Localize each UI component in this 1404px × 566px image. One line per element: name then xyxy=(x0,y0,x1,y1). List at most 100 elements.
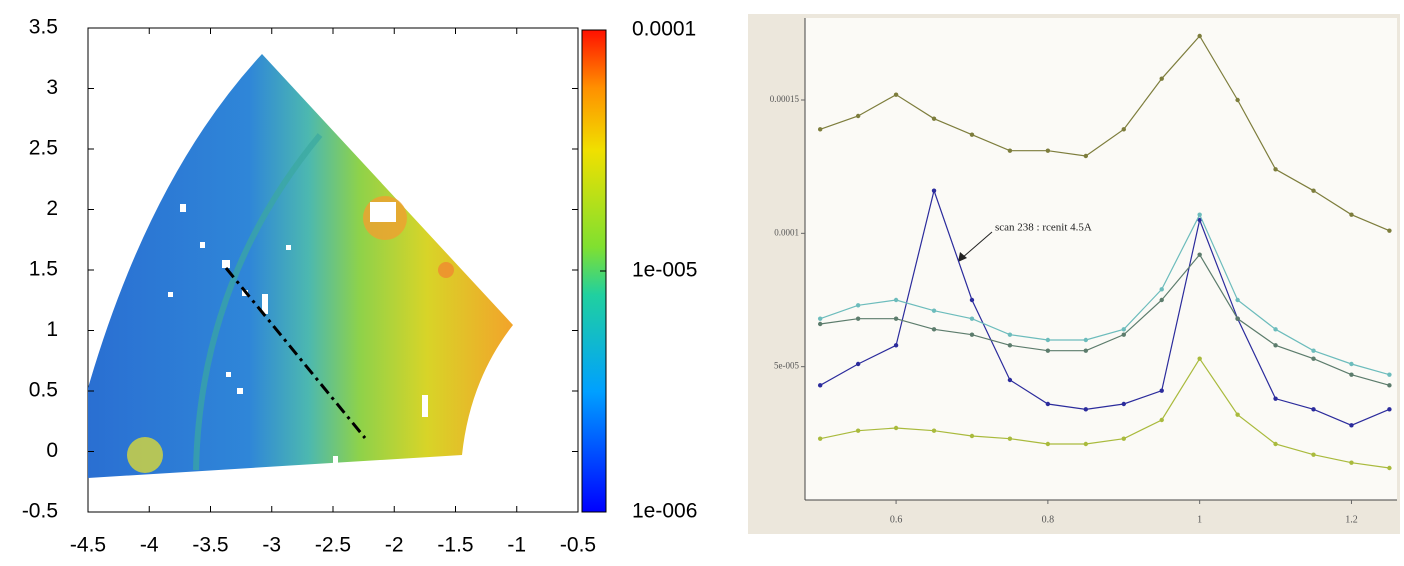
y-tick-label: 0.0001 xyxy=(774,227,799,237)
series-point xyxy=(1235,316,1240,321)
series-point xyxy=(1007,377,1013,383)
series-point xyxy=(1235,297,1240,303)
series-point xyxy=(1311,348,1316,353)
series-point xyxy=(1045,337,1051,343)
y-tick-label: 3.5 xyxy=(29,16,58,39)
colorbar-tick-label: 1e-005 xyxy=(632,259,697,282)
series-point xyxy=(817,383,823,388)
series-point xyxy=(1311,356,1316,361)
x-tick-label: -2 xyxy=(385,534,404,557)
series-point xyxy=(969,433,975,439)
series-point xyxy=(1235,97,1240,103)
series-point xyxy=(817,436,823,441)
series-point xyxy=(1045,148,1051,153)
series-point xyxy=(969,297,975,303)
series-line xyxy=(820,357,1390,469)
x-tick-label: 0.8 xyxy=(1042,514,1055,525)
series-point xyxy=(1007,332,1013,337)
series-point xyxy=(931,428,937,433)
x-tick-label: 0.6 xyxy=(890,514,903,525)
series-point xyxy=(1311,188,1316,193)
series-point xyxy=(1121,332,1126,337)
x-tick-label: -4 xyxy=(140,534,159,557)
series-point xyxy=(1045,401,1051,407)
x-tick-label: -2.5 xyxy=(315,534,351,557)
series-line xyxy=(820,253,1390,386)
y-tick-label: 3 xyxy=(46,76,58,99)
series-point xyxy=(1311,407,1316,412)
x-tick-label: 1 xyxy=(1197,514,1202,525)
series-point xyxy=(931,116,937,121)
series-point xyxy=(1083,441,1089,447)
annotation-arrow xyxy=(961,231,993,259)
series-point xyxy=(817,321,823,327)
y-tick-label: 1 xyxy=(46,318,58,341)
series-point xyxy=(1387,383,1392,388)
series-point xyxy=(969,132,975,137)
series-point xyxy=(1197,217,1202,223)
series-point xyxy=(1197,356,1202,361)
series-point xyxy=(1349,361,1354,367)
series-point xyxy=(855,113,861,119)
series-point xyxy=(931,327,937,332)
series-point xyxy=(1235,412,1240,417)
series-point xyxy=(1349,212,1354,217)
series-point xyxy=(1349,372,1354,377)
series-point xyxy=(1387,465,1392,471)
series-point xyxy=(1121,436,1126,441)
series-line xyxy=(819,213,1390,376)
x-tick-label: -1 xyxy=(507,534,526,557)
heatmap-region xyxy=(88,54,513,478)
x-tick-label: -1.5 xyxy=(437,534,473,557)
series-point xyxy=(1159,388,1164,393)
series-point xyxy=(1045,441,1051,447)
series-point xyxy=(1349,423,1354,428)
series-point xyxy=(1197,252,1202,257)
series-point xyxy=(1197,212,1202,217)
series-point xyxy=(1083,348,1089,353)
y-tick-label: 2 xyxy=(46,197,58,220)
x-tick-label: -3 xyxy=(262,534,281,557)
series-point xyxy=(817,127,823,132)
series-point xyxy=(893,92,899,97)
series-point xyxy=(1387,407,1392,412)
series-point xyxy=(969,316,975,321)
series-point xyxy=(1045,348,1051,353)
series-point xyxy=(855,316,861,321)
series-point xyxy=(1273,327,1278,332)
series-point xyxy=(893,316,899,321)
series-point xyxy=(1121,327,1126,332)
series-point xyxy=(1387,228,1392,233)
series-point xyxy=(1159,297,1164,303)
x-tick-label: 1.2 xyxy=(1345,514,1358,525)
arrow-head xyxy=(958,252,967,262)
series-point xyxy=(855,428,861,433)
y-tick-label: 5e-005 xyxy=(774,361,799,371)
colorbar-tick-label: 0.0001 xyxy=(632,18,696,41)
series-point xyxy=(893,425,899,431)
series-point xyxy=(1311,452,1316,457)
x-tick-label: -0.5 xyxy=(560,534,596,557)
series-point xyxy=(1121,127,1126,132)
series-point xyxy=(1083,153,1089,159)
y-tick-label: 1.5 xyxy=(29,258,58,281)
series-point xyxy=(855,361,861,367)
series-point xyxy=(1159,417,1164,423)
series-point xyxy=(893,297,899,303)
series-point xyxy=(1159,287,1164,292)
y-tick-label: 0.5 xyxy=(29,379,58,402)
series-point xyxy=(855,303,861,308)
series-point xyxy=(931,188,937,193)
series-point xyxy=(1007,148,1013,153)
series-point xyxy=(1273,441,1278,447)
series-line xyxy=(819,188,1390,426)
series-point xyxy=(1273,396,1278,401)
series-point xyxy=(1083,337,1089,343)
series-point xyxy=(931,308,937,313)
y-tick-label: -0.5 xyxy=(22,500,58,523)
x-tick-label: -4.5 xyxy=(70,534,106,557)
series-point xyxy=(1007,436,1013,441)
series-point xyxy=(1273,343,1278,348)
colorbar-tick-label: 1e-006 xyxy=(632,500,697,523)
